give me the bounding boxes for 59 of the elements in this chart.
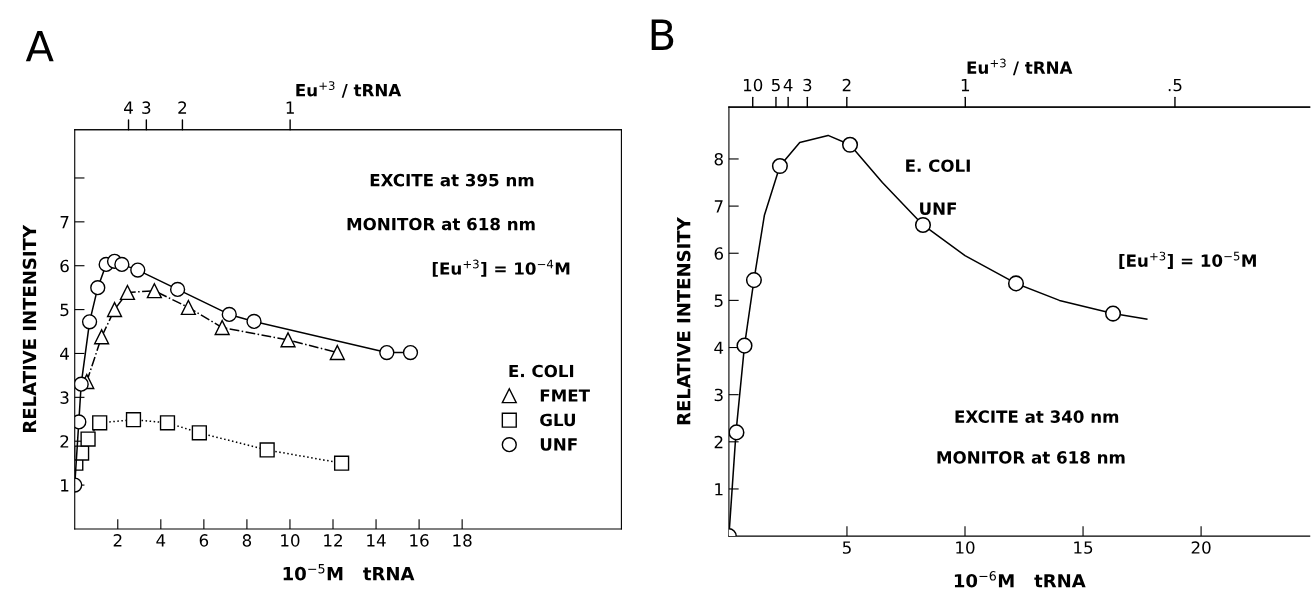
x-axis-title: 10$^{−5}$M tRNA [283,564,415,581]
y-tick-label: 2 [714,435,723,449]
y-tick-label: 4 [714,341,724,354]
annotation: UNF [920,202,957,215]
y-tick-label: 6 [60,259,69,273]
y-tick-label: 3 [60,391,69,404]
text: 3 [803,78,812,92]
annotation: MONITOR at 618 nm [347,217,535,231]
x-tick-label: 10 [281,534,300,547]
legend-label: GLU [540,413,575,427]
text: 4 [124,101,133,114]
annotation: EXCITE at 395 nm [370,173,534,187]
legend-title: E. COLI [509,364,574,378]
x-tick-label: 6 [199,534,209,547]
x-axis-title: 10$^{−6}$M tRNA [954,571,1086,588]
x-tick-label: 18 [453,534,472,547]
legend-label: FMET [540,389,590,402]
text: 2 [842,78,851,92]
text: 1 [286,101,294,114]
chart-title: A [25,30,54,62]
text: 1 [961,78,970,92]
text: 2 [178,101,187,114]
x-tick-label: 5 [842,541,851,554]
x2-axis-title: Eu$^{+3}$ / tRNA [296,81,402,98]
text: 10 [743,78,763,92]
x-tick-label: 16 [410,534,429,547]
y-axis-title: RELATIVE INTENSITY [22,224,37,432]
x-tick-label: 12 [324,534,342,547]
text: 5 [771,78,780,92]
x2-axis-title: Eu$^{+3}$ / tRNA [967,58,1073,76]
y-tick-label: 4 [60,347,69,360]
text: 4 [783,78,793,92]
y-axis-title: RELATIVE INTENSITY [676,217,691,425]
annotation: EXCITE at 340 nm [955,410,1119,423]
text: .5 [1168,78,1182,92]
y-tick-label: 3 [714,388,723,402]
annotation: [Eu$^{+3}$] = 10$^{−4}$M [432,259,570,277]
annotation: [Eu$^{+3}$] = 10$^{−5}$M [1119,251,1256,269]
y-tick-label: 5 [714,294,723,307]
x-tick-label: 15 [1074,541,1093,554]
y-tick-label: 1 [61,479,69,492]
x-tick-label: 10 [956,541,975,554]
text: 3 [142,101,151,114]
annotation: MONITOR at 618 nm [937,451,1125,464]
x-tick-label: 8 [242,534,252,547]
y-tick-label: 1 [715,483,723,496]
y-tick-label: 7 [60,216,69,229]
x-tick-label: 2 [113,534,122,547]
y-tick-label: 7 [714,200,723,213]
chart-title: B [651,19,674,50]
y-tick-label: 6 [714,247,724,260]
x-tick-label: 14 [367,534,386,547]
x-tick-label: 20 [1191,541,1211,554]
y-tick-label: 5 [60,303,69,317]
y-tick-label: 8 [714,152,723,166]
annotation: E. COLI [906,159,970,172]
legend-label: UNF [540,438,577,451]
y-tick-label: 2 [60,435,69,448]
x-tick-label: 4 [156,534,166,547]
